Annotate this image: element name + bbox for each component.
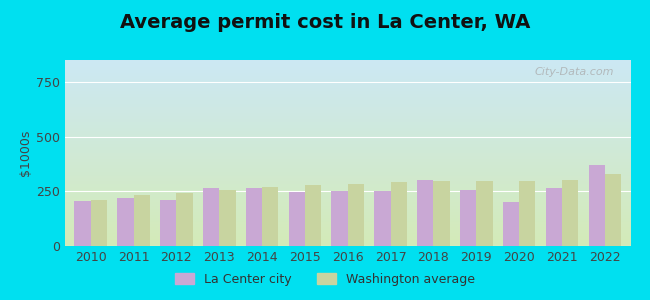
Bar: [91, 200, 107, 246]
Bar: [246, 188, 262, 246]
Bar: [305, 185, 321, 246]
Bar: [391, 182, 407, 246]
Legend: La Center city, Washington average: La Center city, Washington average: [170, 268, 480, 291]
Bar: [604, 174, 621, 246]
Bar: [562, 180, 578, 246]
Bar: [219, 190, 235, 246]
Bar: [434, 182, 450, 246]
Bar: [476, 181, 493, 246]
Bar: [117, 198, 133, 246]
Y-axis label: $1000s: $1000s: [19, 130, 32, 176]
Bar: [74, 201, 91, 246]
Bar: [289, 192, 305, 246]
Bar: [176, 193, 192, 246]
Bar: [503, 202, 519, 246]
Bar: [460, 190, 476, 246]
Bar: [588, 165, 604, 246]
Bar: [374, 190, 391, 246]
Bar: [262, 187, 278, 246]
Bar: [546, 188, 562, 246]
Bar: [417, 180, 434, 246]
Text: Average permit cost in La Center, WA: Average permit cost in La Center, WA: [120, 14, 530, 32]
Bar: [348, 184, 364, 246]
Bar: [160, 200, 176, 246]
Bar: [519, 181, 536, 246]
Bar: [332, 191, 348, 246]
Bar: [203, 188, 219, 246]
Text: City-Data.com: City-Data.com: [534, 68, 614, 77]
Bar: [133, 195, 150, 246]
